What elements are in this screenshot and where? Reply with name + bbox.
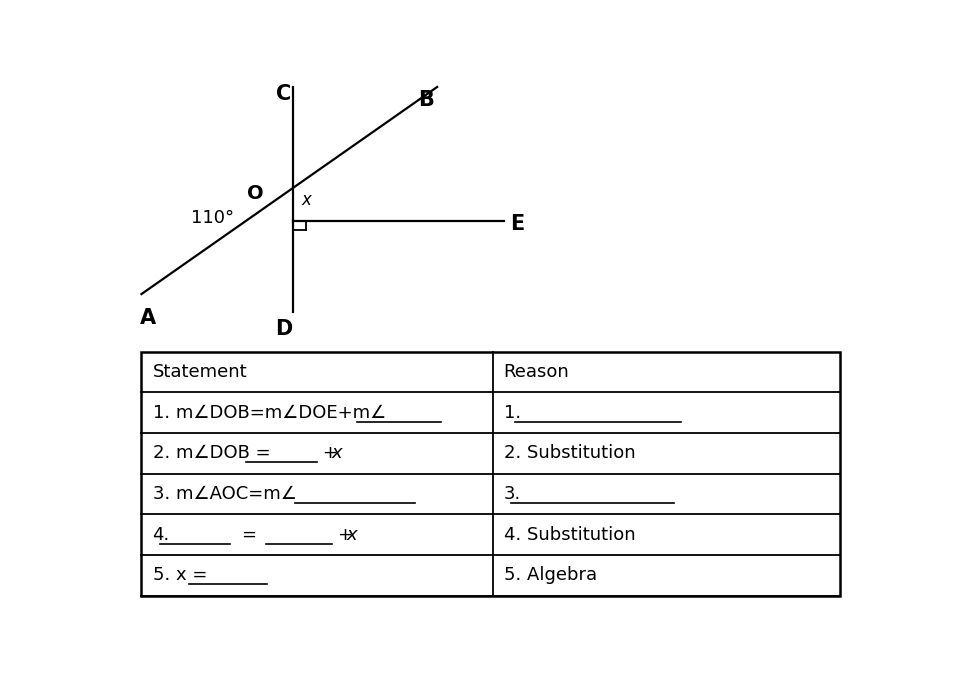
Text: C: C [275,84,291,104]
Text: Statement: Statement [152,363,247,381]
Text: 5. Algebra: 5. Algebra [503,567,597,584]
Text: +: + [337,526,352,543]
Text: 2. m∠DOB =: 2. m∠DOB = [152,445,270,462]
Text: 2. Substitution: 2. Substitution [503,445,635,462]
Text: x: x [346,526,356,543]
Bar [141,352,840,596]
Text: 3. m∠AOC=m∠: 3. m∠AOC=m∠ [152,485,296,503]
Text: 4.: 4. [152,526,170,543]
Text: =: = [241,526,256,543]
Text: x: x [301,191,312,208]
Text: 1.: 1. [503,404,520,422]
Text: 1. m∠DOB=m∠DOE+m∠: 1. m∠DOB=m∠DOE+m∠ [152,404,385,422]
Text: +: + [322,445,337,462]
Text: D: D [274,319,292,338]
Text: 110°: 110° [191,209,233,227]
Text: x: x [331,445,342,462]
Text: B: B [417,90,434,110]
Text: E: E [509,215,523,234]
Text: O: O [247,185,263,204]
Text: A: A [140,308,156,328]
Text: 3.: 3. [503,485,520,503]
Text: 5. x =: 5. x = [152,567,207,584]
Text: 4. Substitution: 4. Substitution [503,526,635,543]
Text: Reason: Reason [503,363,569,381]
